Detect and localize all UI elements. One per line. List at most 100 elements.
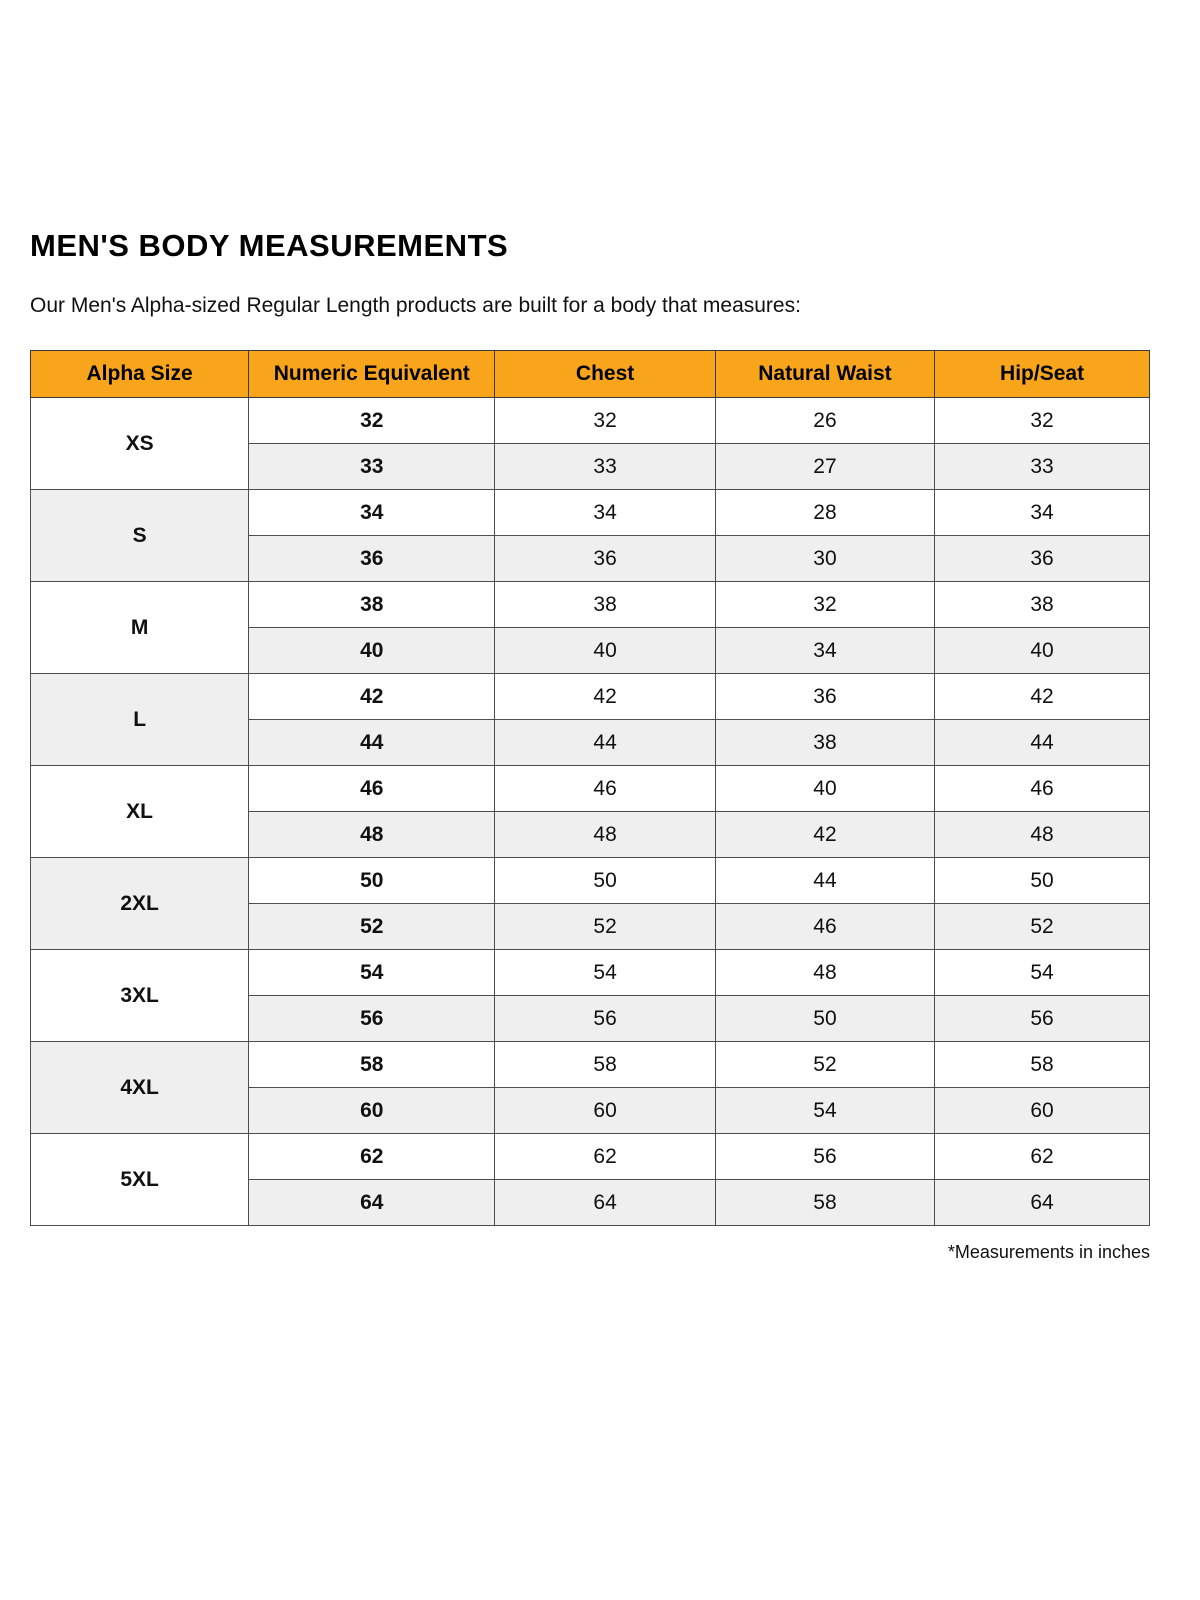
page-title: MEN'S BODY MEASUREMENTS (30, 228, 509, 263)
chest-cell: 32 (494, 397, 716, 444)
hip-seat-cell: 48 (934, 811, 1150, 858)
numeric-equivalent-cell: 64 (248, 1179, 496, 1226)
chest-cell: 44 (494, 719, 716, 766)
chest-cell: 58 (494, 1041, 716, 1088)
natural-waist-cell: 54 (714, 1087, 936, 1134)
hip-seat-cell: 46 (934, 765, 1150, 812)
header-row: Alpha Size Numeric Equivalent Chest Natu… (29, 350, 1150, 398)
chest-cell: 48 (494, 811, 716, 858)
natural-waist-cell: 42 (714, 811, 936, 858)
header-chest: Chest (494, 350, 716, 398)
page-subtitle: Our Men's Alpha-sized Regular Length pro… (30, 294, 801, 317)
chest-cell: 40 (494, 627, 716, 674)
table-row: 52 52 46 52 (31, 903, 1150, 950)
natural-waist-cell: 58 (714, 1179, 936, 1226)
measurements-footnote: *Measurements in inches (947, 1242, 1150, 1262)
table-row: 44 44 38 44 (31, 719, 1150, 766)
natural-waist-cell: 52 (714, 1041, 936, 1088)
hip-seat-cell: 50 (934, 857, 1150, 904)
numeric-equivalent-cell: 38 (248, 581, 496, 628)
page-container: MEN'S BODY MEASUREMENTS Our Men's Alpha-… (29, 0, 1150, 1263)
alpha-size-cell: L (29, 673, 250, 766)
numeric-equivalent-cell: 44 (248, 719, 496, 766)
numeric-equivalent-cell: 46 (248, 765, 496, 812)
table-row: S 34 34 28 34 (29, 489, 1150, 582)
natural-waist-cell: 50 (714, 995, 936, 1042)
natural-waist-cell: 48 (714, 949, 936, 996)
chest-cell: 42 (494, 673, 716, 720)
hip-seat-cell: 52 (934, 903, 1150, 950)
numeric-equivalent-cell: 32 (248, 397, 496, 444)
natural-waist-cell: 28 (714, 489, 936, 536)
chest-cell: 64 (494, 1179, 716, 1226)
header-natural-waist: Natural Waist (714, 350, 936, 398)
size-table-body: XS 32 32 26 32 33 33 27 33 S 34 34 28 34 36 36 30 36 M 38 38… (29, 397, 1150, 1226)
hip-seat-cell: 44 (934, 719, 1150, 766)
numeric-equivalent-cell: 34 (248, 489, 496, 536)
numeric-equivalent-cell: 48 (248, 811, 496, 858)
hip-seat-cell: 56 (934, 995, 1150, 1042)
hip-seat-cell: 36 (934, 535, 1150, 582)
chest-cell: 50 (494, 857, 716, 904)
numeric-equivalent-cell: 58 (248, 1041, 496, 1088)
natural-waist-cell: 27 (714, 443, 936, 490)
header-numeric-equivalent: Numeric Equivalent (248, 350, 496, 398)
numeric-equivalent-cell: 52 (248, 903, 496, 950)
table-row: 3XL 54 54 48 54 (29, 949, 1150, 1042)
chest-cell: 54 (494, 949, 716, 996)
header-hip-seat: Hip/Seat (934, 350, 1150, 398)
table-row: 64 64 58 64 (31, 1179, 1150, 1226)
chest-cell: 60 (494, 1087, 716, 1134)
numeric-equivalent-cell: 60 (248, 1087, 496, 1134)
natural-waist-cell: 44 (714, 857, 936, 904)
table-row: L 42 42 36 42 (29, 673, 1150, 766)
hip-seat-cell: 42 (934, 673, 1150, 720)
header-alpha-size: Alpha Size (29, 350, 250, 398)
hip-seat-cell: 40 (934, 627, 1150, 674)
table-row: 2XL 50 50 44 50 (29, 857, 1150, 950)
table-row: 36 36 30 36 (31, 535, 1150, 582)
numeric-equivalent-cell: 33 (248, 443, 496, 490)
hip-seat-cell: 64 (934, 1179, 1150, 1226)
natural-waist-cell: 36 (714, 673, 936, 720)
hip-seat-cell: 38 (934, 581, 1150, 628)
natural-waist-cell: 26 (714, 397, 936, 444)
chest-cell: 36 (494, 535, 716, 582)
natural-waist-cell: 34 (714, 627, 936, 674)
size-chart-table: Alpha Size Numeric Equivalent Chest Natu… (29, 350, 1150, 1226)
alpha-size-cell: 2XL (29, 857, 250, 950)
chest-cell: 46 (494, 765, 716, 812)
numeric-equivalent-cell: 54 (248, 949, 496, 996)
hip-seat-cell: 32 (934, 397, 1150, 444)
table-row: M 38 38 32 38 (29, 581, 1150, 674)
hip-seat-cell: 62 (934, 1133, 1150, 1180)
table-row: XL 46 46 40 46 (29, 765, 1150, 858)
chest-cell: 33 (494, 443, 716, 490)
chest-cell: 52 (494, 903, 716, 950)
numeric-equivalent-cell: 36 (248, 535, 496, 582)
chest-cell: 34 (494, 489, 716, 536)
table-row: 56 56 50 56 (31, 995, 1150, 1042)
hip-seat-cell: 54 (934, 949, 1150, 996)
hip-seat-cell: 60 (934, 1087, 1150, 1134)
hip-seat-cell: 33 (934, 443, 1150, 490)
alpha-size-cell: XL (29, 765, 250, 858)
chest-cell: 38 (494, 581, 716, 628)
alpha-size-cell: 3XL (29, 949, 250, 1042)
alpha-size-cell: 5XL (29, 1133, 250, 1226)
numeric-equivalent-cell: 50 (248, 857, 496, 904)
chest-cell: 62 (494, 1133, 716, 1180)
table-row: 40 40 34 40 (31, 627, 1150, 674)
alpha-size-cell: XS (29, 397, 250, 490)
table-row: XS 32 32 26 32 (29, 397, 1150, 490)
numeric-equivalent-cell: 40 (248, 627, 496, 674)
alpha-size-cell: 4XL (29, 1041, 250, 1134)
numeric-equivalent-cell: 62 (248, 1133, 496, 1180)
table-row: 48 48 42 48 (31, 811, 1150, 858)
table-row: 60 60 54 60 (31, 1087, 1150, 1134)
hip-seat-cell: 34 (934, 489, 1150, 536)
natural-waist-cell: 56 (714, 1133, 936, 1180)
hip-seat-cell: 58 (934, 1041, 1150, 1088)
natural-waist-cell: 40 (714, 765, 936, 812)
natural-waist-cell: 30 (714, 535, 936, 582)
